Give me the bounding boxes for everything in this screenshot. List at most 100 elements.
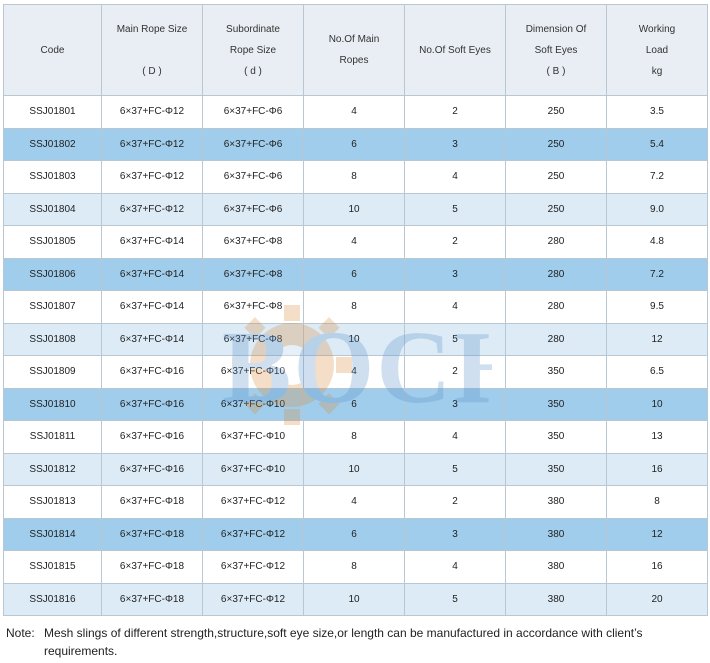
cell-main-rope-size: 6×37+FC-Φ16: [101, 355, 203, 389]
cell-dimension: 280: [505, 322, 607, 356]
header-line: Working: [638, 23, 676, 35]
cell-main-rope-size: 6×37+FC-Φ14: [101, 322, 203, 356]
cell-subordinate-rope-size: 6×37+FC-Φ8: [202, 225, 304, 259]
cell-dimension: 380: [505, 517, 607, 551]
footnote: Note: Mesh slings of different strength,s…: [6, 624, 706, 660]
cell-no-of-soft-eyes: 4: [404, 420, 506, 454]
cell-no-of-main-ropes: 8: [303, 550, 405, 584]
cell-working-load: 7.2: [606, 257, 708, 291]
table-row: SSJ01815 6×37+FC-Φ18 6×37+FC-Φ12 8 4 380 16: [3, 550, 708, 584]
cell-no-of-soft-eyes: 3: [404, 127, 506, 161]
cell-main-rope-size: 6×37+FC-Φ18: [101, 582, 203, 616]
cell-no-of-main-ropes: 4: [303, 225, 405, 259]
header-line: kg: [651, 65, 663, 77]
cell-main-rope-size: 6×37+FC-Φ12: [101, 160, 203, 194]
header-main-rope-size: Main Rope Size ( D ): [101, 4, 203, 96]
cell-no-of-main-ropes: 6: [303, 127, 405, 161]
cell-main-rope-size: 6×37+FC-Φ12: [101, 95, 203, 129]
header-line: No.Of Main: [328, 34, 380, 45]
cell-no-of-soft-eyes: 2: [404, 95, 506, 129]
cell-subordinate-rope-size: 6×37+FC-Φ8: [202, 290, 304, 324]
header-line: Soft Eyes: [534, 44, 578, 56]
cell-dimension: 280: [505, 225, 607, 259]
cell-subordinate-rope-size: 6×37+FC-Φ10: [202, 387, 304, 421]
table-row: SSJ01804 6×37+FC-Φ12 6×37+FC-Φ6 10 5 250 9.0: [3, 192, 708, 226]
cell-no-of-main-ropes: 4: [303, 485, 405, 519]
spec-table: Code Main Rope Size ( D ) Subordinate Rop…: [3, 4, 708, 616]
cell-no-of-main-ropes: 10: [303, 192, 405, 226]
header-line: Load: [645, 44, 669, 56]
header-subordinate-rope-size: Subordinate Rope Size ( d ): [202, 4, 304, 96]
cell-dimension: 380: [505, 582, 607, 616]
header-working-load: Working Load kg: [606, 4, 708, 96]
table-row: SSJ01803 6×37+FC-Φ12 6×37+FC-Φ6 8 4 250 7.2: [3, 160, 708, 194]
header-line: Code: [40, 44, 65, 56]
cell-working-load: 20: [606, 582, 708, 616]
cell-no-of-main-ropes: 10: [303, 452, 405, 486]
cell-subordinate-rope-size: 6×37+FC-Φ10: [202, 452, 304, 486]
table-row: SSJ01812 6×37+FC-Φ16 6×37+FC-Φ10 10 5 350 16: [3, 452, 708, 486]
cell-no-of-soft-eyes: 5: [404, 582, 506, 616]
cell-dimension: 250: [505, 192, 607, 226]
cell-no-of-main-ropes: 6: [303, 517, 405, 551]
cell-working-load: 12: [606, 517, 708, 551]
header-line: Rope Size: [229, 44, 277, 56]
cell-working-load: 8: [606, 485, 708, 519]
cell-subordinate-rope-size: 6×37+FC-Φ8: [202, 257, 304, 291]
cell-main-rope-size: 6×37+FC-Φ14: [101, 225, 203, 259]
header-line: No.Of Soft Eyes: [419, 44, 491, 56]
table-row: SSJ01806 6×37+FC-Φ14 6×37+FC-Φ8 6 3 280 7.2: [3, 257, 708, 291]
cell-subordinate-rope-size: 6×37+FC-Φ6: [202, 192, 304, 226]
cell-no-of-main-ropes: 8: [303, 160, 405, 194]
cell-dimension: 280: [505, 257, 607, 291]
cell-no-of-main-ropes: 4: [303, 355, 405, 389]
cell-main-rope-size: 6×37+FC-Φ18: [101, 485, 203, 519]
table-body: SSJ01801 6×37+FC-Φ12 6×37+FC-Φ6 4 2 250 3.5 SSJ…: [3, 95, 708, 616]
header-line: Main Rope Size: [116, 23, 188, 35]
cell-main-rope-size: 6×37+FC-Φ14: [101, 257, 203, 291]
cell-dimension: 350: [505, 452, 607, 486]
table-row: SSJ01813 6×37+FC-Φ18 6×37+FC-Φ12 4 2 380 8: [3, 485, 708, 519]
cell-no-of-soft-eyes: 3: [404, 387, 506, 421]
cell-working-load: 9.0: [606, 192, 708, 226]
note-label: Note:: [6, 626, 35, 640]
table-row: SSJ01808 6×37+FC-Φ14 6×37+FC-Φ8 10 5 280 12: [3, 322, 708, 356]
header-no-of-soft-eyes: No.Of Soft Eyes: [404, 4, 506, 96]
cell-dimension: 250: [505, 160, 607, 194]
header-code: Code: [3, 4, 102, 96]
table-row: SSJ01814 6×37+FC-Φ18 6×37+FC-Φ12 6 3 380 12: [3, 517, 708, 551]
cell-main-rope-size: 6×37+FC-Φ16: [101, 387, 203, 421]
cell-working-load: 4.8: [606, 225, 708, 259]
cell-code: SSJ01812: [3, 452, 102, 486]
cell-dimension: 380: [505, 485, 607, 519]
cell-no-of-soft-eyes: 3: [404, 517, 506, 551]
cell-no-of-main-ropes: 6: [303, 257, 405, 291]
cell-subordinate-rope-size: 6×37+FC-Φ12: [202, 582, 304, 616]
cell-no-of-soft-eyes: 5: [404, 192, 506, 226]
cell-no-of-soft-eyes: 2: [404, 355, 506, 389]
cell-no-of-main-ropes: 10: [303, 322, 405, 356]
header-line: Dimension Of: [525, 23, 587, 35]
header-dimension-of-soft-eyes: Dimension Of Soft Eyes ( B ): [505, 4, 607, 96]
cell-subordinate-rope-size: 6×37+FC-Φ10: [202, 355, 304, 389]
header-no-of-main-ropes: No.Of Main Ropes: [303, 4, 405, 96]
cell-subordinate-rope-size: 6×37+FC-Φ6: [202, 160, 304, 194]
cell-working-load: 12: [606, 322, 708, 356]
header-row: Code Main Rope Size ( D ) Subordinate Rop…: [3, 4, 708, 96]
cell-working-load: 13: [606, 420, 708, 454]
cell-working-load: 6.5: [606, 355, 708, 389]
cell-dimension: 350: [505, 387, 607, 421]
cell-main-rope-size: 6×37+FC-Φ14: [101, 290, 203, 324]
cell-no-of-soft-eyes: 2: [404, 225, 506, 259]
cell-code: SSJ01809: [3, 355, 102, 389]
cell-main-rope-size: 6×37+FC-Φ18: [101, 550, 203, 584]
cell-code: SSJ01813: [3, 485, 102, 519]
cell-code: SSJ01814: [3, 517, 102, 551]
cell-code: SSJ01815: [3, 550, 102, 584]
header-line: Ropes: [339, 55, 369, 66]
cell-no-of-main-ropes: 10: [303, 582, 405, 616]
cell-main-rope-size: 6×37+FC-Φ18: [101, 517, 203, 551]
cell-dimension: 350: [505, 420, 607, 454]
header-line: ( D ): [142, 65, 162, 77]
cell-code: SSJ01811: [3, 420, 102, 454]
